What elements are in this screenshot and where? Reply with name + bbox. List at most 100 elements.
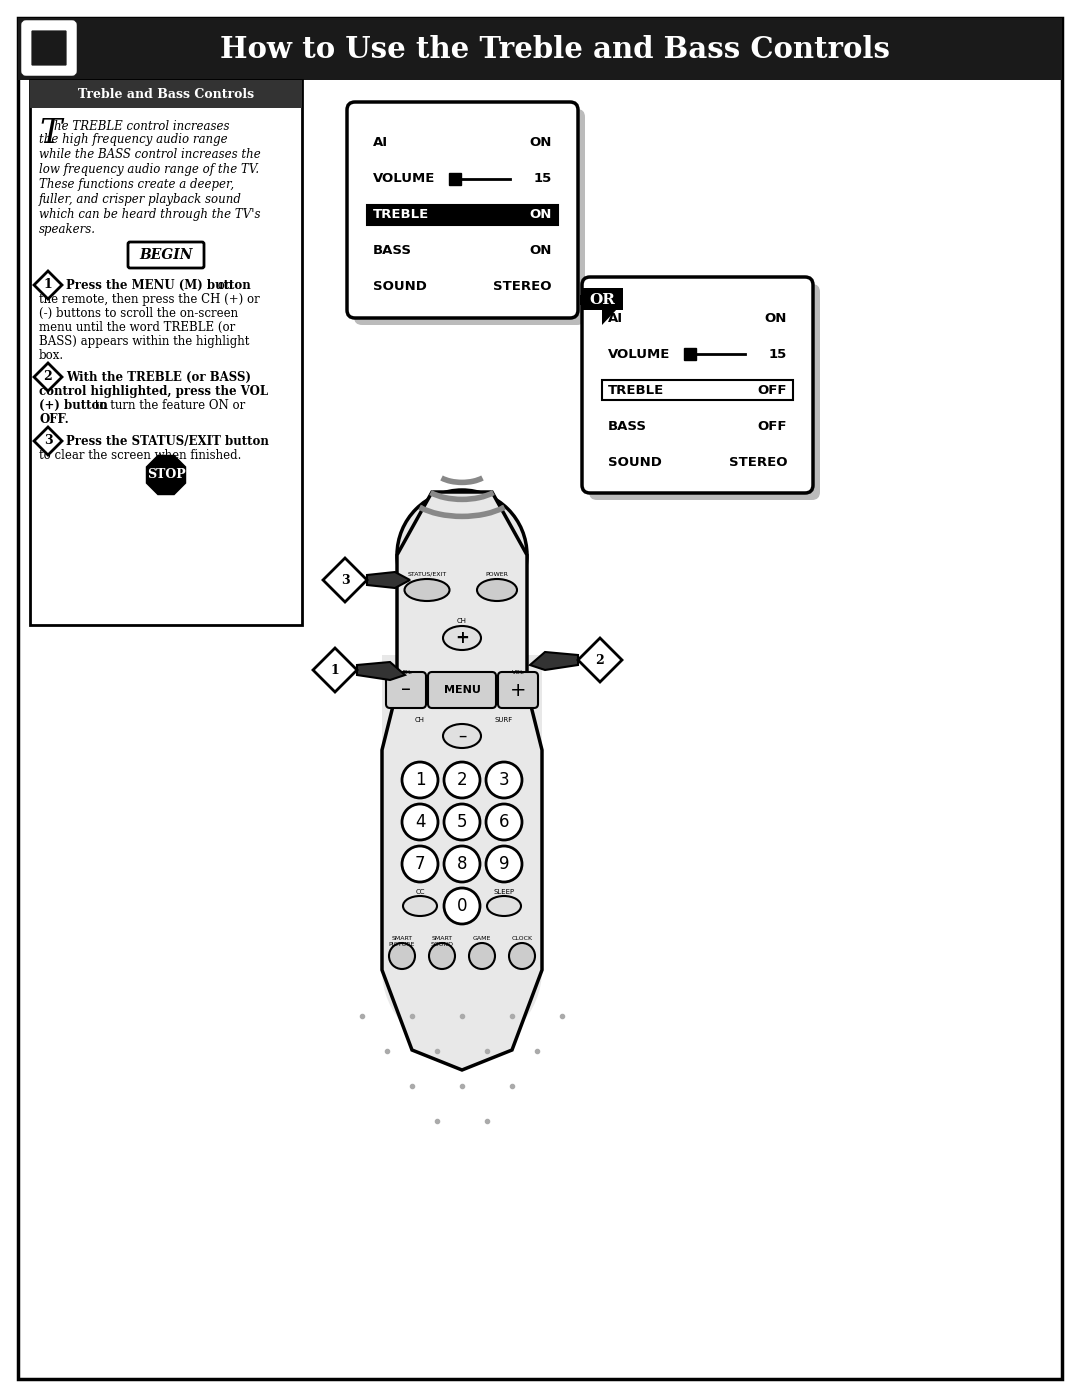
Text: 8: 8 <box>457 855 468 873</box>
Text: These functions create a deeper,: These functions create a deeper, <box>39 177 234 191</box>
Text: 1: 1 <box>330 664 339 676</box>
Bar <box>581 288 623 310</box>
Text: ON: ON <box>529 208 552 222</box>
Text: BASS: BASS <box>373 244 411 257</box>
Text: –: – <box>458 726 467 745</box>
Text: 7: 7 <box>415 855 426 873</box>
Text: OFF.: OFF. <box>39 414 69 426</box>
Text: 2: 2 <box>596 654 605 666</box>
Text: PICTURE: PICTURE <box>389 943 415 947</box>
Text: T: T <box>39 117 62 149</box>
Text: GAME: GAME <box>473 936 491 940</box>
Polygon shape <box>578 638 622 682</box>
Polygon shape <box>382 492 542 1070</box>
Text: OFF: OFF <box>757 384 787 397</box>
Text: VOL: VOL <box>512 669 524 675</box>
Text: menu until the word TREBLE (or: menu until the word TREBLE (or <box>39 321 235 334</box>
Ellipse shape <box>397 490 527 620</box>
Text: SOUND: SOUND <box>608 455 662 468</box>
Circle shape <box>486 847 522 882</box>
Polygon shape <box>357 662 405 680</box>
Text: –: – <box>401 680 410 700</box>
Text: STEREO: STEREO <box>494 281 552 293</box>
Circle shape <box>444 761 480 798</box>
Bar <box>602 380 793 400</box>
Text: 3: 3 <box>43 434 52 447</box>
Bar <box>30 29 68 67</box>
FancyBboxPatch shape <box>382 655 542 970</box>
Bar <box>18 18 1062 80</box>
Text: Treble and Bass Controls: Treble and Bass Controls <box>78 88 254 101</box>
Text: OR: OR <box>589 293 615 307</box>
Polygon shape <box>367 571 410 588</box>
Text: SLEEP: SLEEP <box>494 888 514 895</box>
Text: 5: 5 <box>457 813 468 831</box>
Circle shape <box>402 805 438 840</box>
Polygon shape <box>33 271 62 299</box>
Bar <box>30 80 302 624</box>
FancyBboxPatch shape <box>129 242 204 268</box>
Circle shape <box>444 805 480 840</box>
Circle shape <box>429 943 455 970</box>
Circle shape <box>509 943 535 970</box>
FancyBboxPatch shape <box>397 555 527 970</box>
Text: SOUND: SOUND <box>373 281 427 293</box>
Circle shape <box>444 888 480 923</box>
Ellipse shape <box>382 890 542 1051</box>
Text: while the BASS control increases the: while the BASS control increases the <box>39 148 260 161</box>
Text: he TREBLE control increases: he TREBLE control increases <box>54 120 229 133</box>
Text: 2: 2 <box>43 370 52 384</box>
Polygon shape <box>530 652 578 671</box>
Text: SURF: SURF <box>495 717 513 724</box>
Text: TREBLE: TREBLE <box>373 208 429 222</box>
Ellipse shape <box>403 895 437 916</box>
Text: POWER: POWER <box>486 571 509 577</box>
Text: 15: 15 <box>769 348 787 360</box>
Text: OFF: OFF <box>757 419 787 433</box>
Text: speakers.: speakers. <box>39 224 96 236</box>
Polygon shape <box>148 457 185 493</box>
FancyBboxPatch shape <box>354 109 585 326</box>
Text: VOLUME: VOLUME <box>608 348 671 360</box>
Text: CC: CC <box>415 888 424 895</box>
Text: to turn the feature ON or: to turn the feature ON or <box>91 400 245 412</box>
Text: TREBLE: TREBLE <box>608 384 664 397</box>
Circle shape <box>402 847 438 882</box>
Text: STATUS/EXIT: STATUS/EXIT <box>407 571 447 577</box>
Text: +: + <box>455 629 469 647</box>
Text: ON: ON <box>529 244 552 257</box>
Circle shape <box>389 943 415 970</box>
Text: SMART: SMART <box>391 936 413 940</box>
Circle shape <box>486 761 522 798</box>
Text: STOP: STOP <box>147 468 186 482</box>
Ellipse shape <box>443 626 481 650</box>
FancyBboxPatch shape <box>428 672 496 708</box>
Text: 3: 3 <box>499 771 510 789</box>
Text: to clear the screen when finished.: to clear the screen when finished. <box>39 448 241 462</box>
Text: 0: 0 <box>457 897 468 915</box>
Text: BASS) appears within the highlight: BASS) appears within the highlight <box>39 335 249 348</box>
Polygon shape <box>33 363 62 391</box>
Polygon shape <box>580 278 618 326</box>
Text: VOL: VOL <box>400 669 413 675</box>
Text: low frequency audio range of the TV.: low frequency audio range of the TV. <box>39 163 259 176</box>
Polygon shape <box>33 427 62 455</box>
Text: SMART: SMART <box>431 936 453 940</box>
Text: VOLUME: VOLUME <box>373 172 435 186</box>
Text: on: on <box>214 279 232 292</box>
Polygon shape <box>313 648 357 692</box>
Circle shape <box>444 847 480 882</box>
Text: ON: ON <box>529 137 552 149</box>
Text: STEREO: STEREO <box>729 455 787 468</box>
Ellipse shape <box>487 895 521 916</box>
Ellipse shape <box>477 578 517 601</box>
Text: CH: CH <box>457 617 467 624</box>
Text: How to Use the Treble and Bass Controls: How to Use the Treble and Bass Controls <box>220 35 890 63</box>
Text: AI: AI <box>608 312 623 324</box>
Text: MENU: MENU <box>444 685 481 694</box>
Text: ON: ON <box>765 312 787 324</box>
Text: BEGIN: BEGIN <box>139 249 192 263</box>
FancyBboxPatch shape <box>582 277 813 493</box>
Text: SOUND: SOUND <box>431 943 454 947</box>
FancyBboxPatch shape <box>347 102 578 319</box>
